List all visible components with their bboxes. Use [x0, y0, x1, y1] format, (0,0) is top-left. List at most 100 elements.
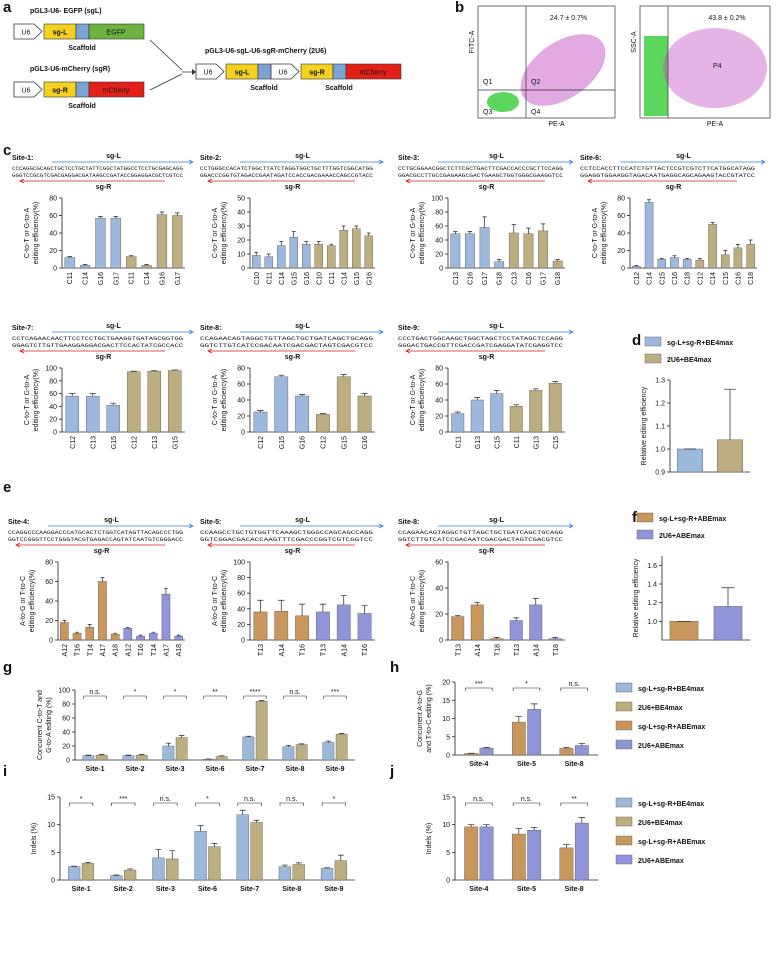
legend-label: 2U6+ABEmax: [638, 743, 684, 750]
bar: [60, 622, 69, 641]
y-tick-label: 0: [446, 753, 450, 760]
y-tick-label: 15: [47, 795, 55, 802]
bar: [479, 227, 490, 269]
bottom-seq: GGGTCCGCGTCGACGAGGACGATAAGCCGATACCGGAGGA…: [12, 172, 184, 179]
legend-swatch: [636, 529, 654, 540]
bar: [508, 232, 519, 269]
x-tick-label: G17: [541, 272, 548, 285]
y-tick-label: 0: [51, 878, 55, 885]
y-axis-label: C-to-T or G-to-A: [410, 207, 417, 258]
error-bar: [513, 617, 520, 621]
gene: [88, 81, 145, 98]
sg-left-arrow: [240, 523, 384, 529]
x-tick-label: C14: [341, 272, 348, 285]
error-bar: [483, 746, 490, 749]
error-bar: [578, 817, 586, 824]
x-tick-label: C14: [83, 272, 90, 285]
y-tick-label: 0: [439, 266, 443, 273]
y-tick-label: 40: [237, 210, 245, 217]
y-tick-label: 0: [66, 758, 70, 765]
part-label: U6: [279, 70, 288, 77]
error-bar: [138, 754, 145, 756]
bottom-seq: GGTCGGACGACACCAAGTTTCGACCCGGTCGTCGGTCC: [200, 536, 374, 543]
x-tick-label: Site-5: [517, 761, 536, 768]
bar: [470, 604, 484, 641]
error-bar: [113, 874, 120, 876]
sg-right-arrow: [19, 178, 165, 184]
x-tick-label: C11: [514, 436, 521, 448]
top-seq: CCAGGCCCAAGGACCCATGCACTCTGGTCATAGTTACAGC…: [8, 529, 183, 536]
error-bar: [552, 381, 559, 384]
sg-left-label: sg-L: [295, 323, 311, 330]
sig-bracket: [512, 687, 541, 691]
x-tick-label: G16: [98, 272, 105, 285]
error-bar: [354, 225, 359, 229]
y-axis-label: C-to-T or G-to-A: [24, 374, 31, 425]
bar: [277, 245, 286, 269]
gate-label: Q1: [483, 79, 492, 86]
sg-left-arrow: [240, 329, 384, 335]
x-tick-label: C16: [467, 272, 474, 285]
error-bar: [338, 733, 345, 735]
y-tick-label: 60: [237, 591, 245, 598]
error-bar: [138, 634, 143, 637]
sig-bracket: [465, 687, 493, 691]
x-tick-label: Site-1: [72, 886, 91, 893]
error-bar: [278, 374, 285, 377]
bar: [490, 393, 504, 433]
bar: [194, 831, 207, 881]
x-tick-label: A17: [163, 644, 170, 657]
y-tick-label: 80: [45, 560, 53, 567]
sig-bracket: [321, 802, 347, 806]
error-bar: [634, 265, 639, 267]
bar: [334, 860, 347, 881]
y-tick-label: 20: [49, 417, 57, 424]
legend-swatch: [636, 512, 654, 523]
y-tick-label: 80: [617, 196, 625, 203]
bar: [559, 748, 574, 756]
bar: [81, 863, 95, 881]
part-label: mCherry: [360, 70, 387, 77]
y-tick-label: 0: [446, 878, 450, 885]
error-bar: [176, 634, 181, 637]
error-bar: [324, 867, 330, 869]
arrow-head: [192, 69, 196, 75]
error-bar: [295, 862, 302, 865]
error-bar: [298, 394, 306, 396]
sg-right-label: sg-R: [285, 548, 301, 555]
x-tick-label: A12: [62, 644, 69, 657]
sig-label: *: [333, 796, 336, 803]
x-tick-label: G16: [300, 436, 307, 449]
bar: [352, 228, 361, 269]
y-tick-label: 100: [233, 560, 245, 567]
bar: [162, 745, 175, 761]
sg-left-label: sg-L: [295, 153, 311, 160]
part-label: U6: [22, 30, 31, 37]
error-bar: [659, 258, 664, 260]
site-label: Site-4:: [8, 519, 29, 526]
x-tick-label: C12: [634, 272, 641, 285]
error-bar: [366, 232, 371, 236]
cloud: [520, 34, 606, 106]
sg-right-arrow: [405, 348, 545, 354]
bar: [322, 742, 335, 761]
top-seq: CCTCAGAACAACTTCCTCCTGCTGAAGGTGATAGCGGTGG: [12, 335, 183, 342]
bar: [174, 635, 183, 641]
bar: [295, 615, 309, 641]
bar: [110, 217, 121, 269]
sig-bracket: [237, 802, 262, 806]
error-bar: [563, 746, 570, 749]
sg-left-arrow: [438, 523, 574, 529]
error-bar: [257, 599, 264, 612]
bar: [172, 215, 183, 269]
bar: [215, 756, 228, 761]
axis: [454, 682, 598, 756]
x-tick-label: Site-8: [565, 761, 584, 768]
error-bar: [67, 256, 72, 258]
bar: [720, 254, 730, 269]
panel-label: j: [389, 763, 394, 780]
x-tick-label: C14: [279, 272, 286, 285]
bar: [282, 746, 295, 761]
x-tick-label: C12: [258, 436, 265, 449]
x-tick-label: Site-2: [114, 886, 133, 893]
